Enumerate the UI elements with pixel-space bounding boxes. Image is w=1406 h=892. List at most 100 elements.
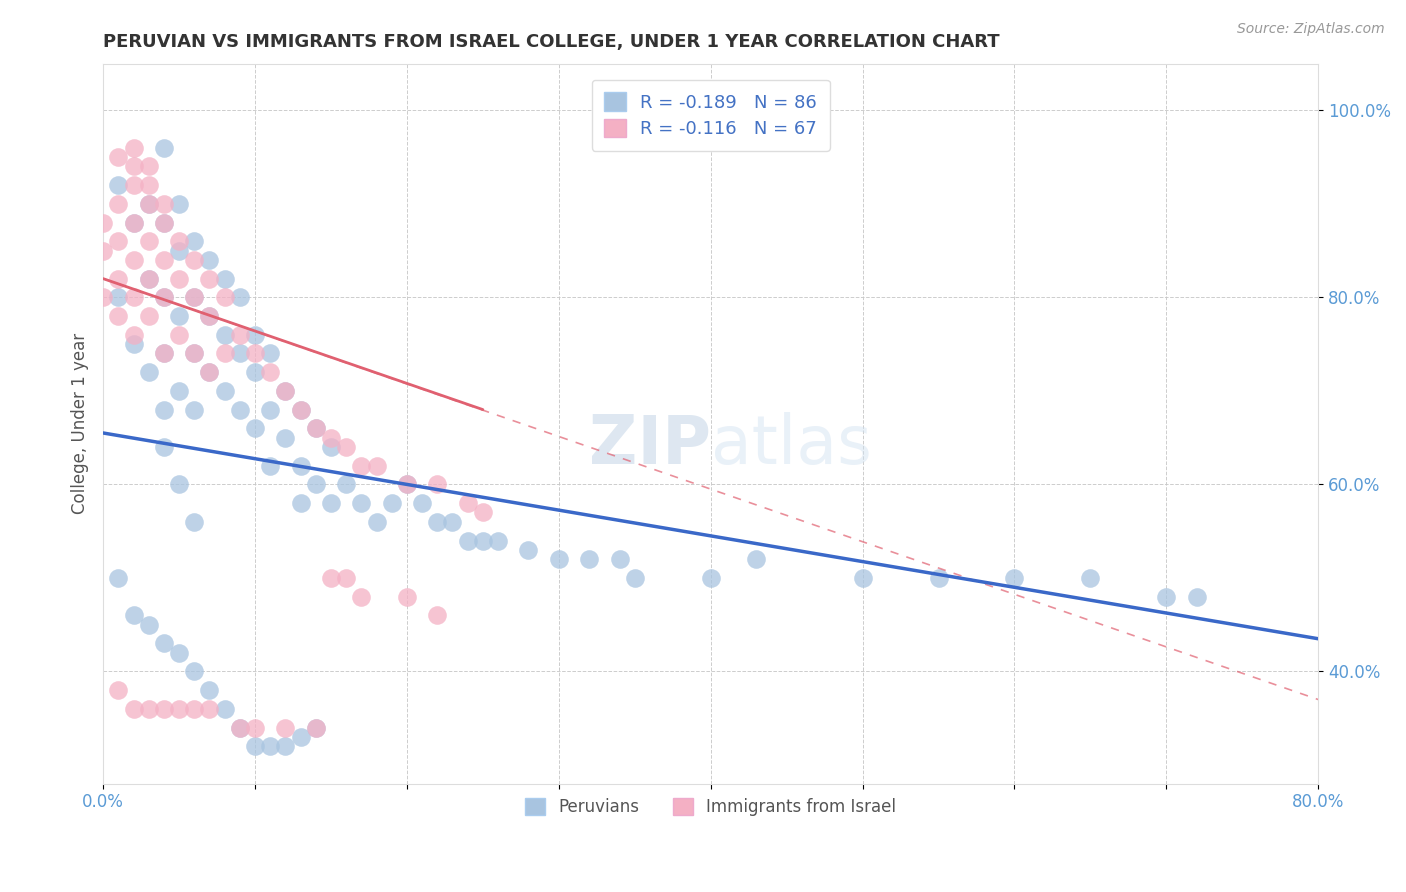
Point	[441, 515, 464, 529]
Point	[122, 702, 145, 716]
Point	[699, 571, 721, 585]
Point	[183, 515, 205, 529]
Point	[167, 196, 190, 211]
Point	[290, 402, 312, 417]
Point	[138, 271, 160, 285]
Point	[350, 458, 373, 473]
Text: PERUVIAN VS IMMIGRANTS FROM ISRAEL COLLEGE, UNDER 1 YEAR CORRELATION CHART: PERUVIAN VS IMMIGRANTS FROM ISRAEL COLLE…	[103, 33, 1000, 51]
Point	[578, 552, 600, 566]
Point	[229, 346, 252, 360]
Point	[138, 365, 160, 379]
Point	[395, 477, 418, 491]
Point	[1156, 590, 1178, 604]
Point	[366, 515, 388, 529]
Point	[183, 252, 205, 267]
Point	[305, 421, 328, 435]
Point	[198, 365, 221, 379]
Point	[274, 721, 297, 735]
Point	[471, 506, 494, 520]
Point	[259, 739, 281, 754]
Point	[411, 496, 433, 510]
Point	[107, 683, 129, 698]
Point	[122, 215, 145, 229]
Point	[198, 683, 221, 698]
Point	[214, 327, 236, 342]
Point	[305, 721, 328, 735]
Point	[183, 290, 205, 304]
Point	[153, 252, 176, 267]
Point	[274, 384, 297, 398]
Point	[229, 402, 252, 417]
Point	[122, 252, 145, 267]
Point	[852, 571, 875, 585]
Point	[547, 552, 569, 566]
Point	[198, 252, 221, 267]
Point	[153, 440, 176, 454]
Point	[153, 290, 176, 304]
Point	[107, 571, 129, 585]
Point	[305, 721, 328, 735]
Point	[167, 327, 190, 342]
Point	[153, 290, 176, 304]
Point	[122, 290, 145, 304]
Point	[259, 346, 281, 360]
Point	[457, 533, 479, 548]
Point	[198, 702, 221, 716]
Point	[426, 608, 449, 623]
Point	[153, 215, 176, 229]
Point	[350, 590, 373, 604]
Point	[107, 234, 129, 248]
Point	[167, 646, 190, 660]
Point	[1004, 571, 1026, 585]
Point	[229, 327, 252, 342]
Point	[319, 440, 342, 454]
Point	[183, 290, 205, 304]
Point	[198, 309, 221, 323]
Point	[167, 244, 190, 258]
Point	[426, 515, 449, 529]
Point	[167, 309, 190, 323]
Point	[426, 477, 449, 491]
Point	[335, 477, 357, 491]
Point	[243, 327, 266, 342]
Point	[153, 402, 176, 417]
Point	[153, 196, 176, 211]
Point	[928, 571, 950, 585]
Point	[290, 730, 312, 744]
Point	[290, 496, 312, 510]
Point	[138, 702, 160, 716]
Point	[153, 636, 176, 650]
Point	[305, 477, 328, 491]
Point	[335, 440, 357, 454]
Point	[122, 160, 145, 174]
Point	[153, 346, 176, 360]
Point	[350, 496, 373, 510]
Point	[335, 571, 357, 585]
Point	[138, 196, 160, 211]
Point	[471, 533, 494, 548]
Point	[107, 271, 129, 285]
Point	[274, 431, 297, 445]
Point	[214, 346, 236, 360]
Point	[243, 421, 266, 435]
Point	[153, 141, 176, 155]
Point	[243, 739, 266, 754]
Point	[122, 141, 145, 155]
Point	[243, 721, 266, 735]
Point	[198, 365, 221, 379]
Point	[259, 402, 281, 417]
Point	[486, 533, 509, 548]
Text: ZIP: ZIP	[589, 412, 710, 478]
Point	[167, 384, 190, 398]
Point	[91, 290, 114, 304]
Point	[183, 346, 205, 360]
Point	[138, 309, 160, 323]
Point	[183, 665, 205, 679]
Point	[609, 552, 631, 566]
Point	[214, 384, 236, 398]
Point	[290, 402, 312, 417]
Point	[229, 290, 252, 304]
Point	[214, 271, 236, 285]
Point	[319, 496, 342, 510]
Point	[1185, 590, 1208, 604]
